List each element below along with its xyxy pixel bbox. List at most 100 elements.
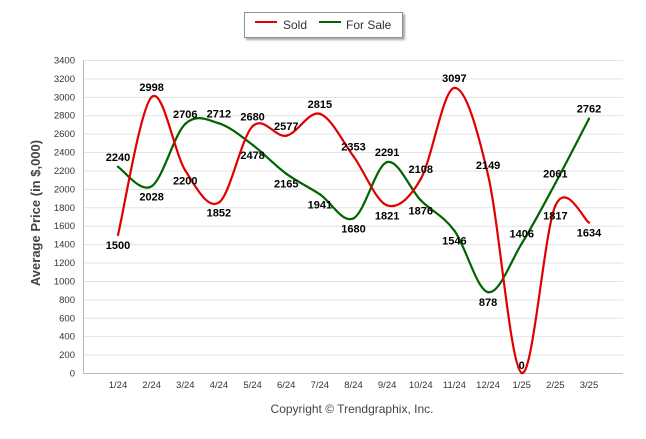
x-tick-label: 4/24	[210, 380, 229, 391]
data-point-for-sale	[116, 165, 120, 168]
y-tick-label: 0	[70, 369, 75, 380]
data-label-for-sale: 1876	[409, 205, 433, 217]
data-point-for-sale	[150, 185, 153, 188]
y-tick-label: 3000	[54, 92, 75, 103]
x-tick-label: 1/25	[512, 380, 531, 391]
data-label-sold: 2200	[173, 175, 197, 187]
y-axis-title: Average Price (in $,000)	[28, 140, 43, 286]
data-point-sold	[184, 169, 187, 172]
legend-swatch-for-sale	[319, 21, 341, 23]
data-label-for-sale: 1680	[341, 223, 365, 235]
legend-swatch-sold	[255, 21, 277, 23]
data-point-for-sale	[520, 242, 523, 245]
data-point-sold	[385, 204, 389, 207]
y-tick-label: 1800	[54, 203, 75, 214]
y-tick-label: 1200	[54, 258, 75, 269]
y-tick-label: 2800	[54, 111, 75, 122]
data-label-sold: 2108	[409, 164, 433, 176]
data-label-sold: 2353	[341, 141, 365, 153]
data-point-for-sale	[251, 143, 254, 147]
data-label-for-sale: 2291	[375, 147, 399, 159]
x-tick-label: 3/25	[580, 380, 599, 391]
grid	[83, 60, 623, 374]
data-point-for-sale	[285, 172, 288, 175]
data-label-for-sale: 1546	[442, 236, 466, 248]
x-tick-label: 5/24	[243, 380, 262, 391]
data-point-sold	[453, 86, 456, 90]
y-tick-label: 1000	[54, 276, 75, 287]
data-label-sold: 1634	[577, 228, 602, 240]
data-label-sold: 1500	[106, 240, 130, 252]
data-label-sold: 1817	[543, 211, 567, 223]
y-tick-label: 800	[59, 295, 75, 306]
y-tick-label: 2000	[54, 184, 75, 195]
series	[116, 86, 591, 375]
x-tick-label: 9/24	[378, 380, 397, 391]
data-point-sold	[587, 221, 591, 224]
data-point-for-sale	[184, 122, 187, 126]
data-point-sold	[318, 112, 322, 116]
data-point-for-sale	[587, 117, 591, 120]
data-point-for-sale	[352, 217, 355, 220]
data-point-sold	[554, 204, 557, 207]
data-label-for-sale: 2240	[106, 152, 130, 164]
legend-label-sold: Sold	[283, 18, 308, 32]
data-point-sold	[486, 173, 490, 177]
x-tick-label: 10/24	[409, 380, 433, 391]
data-point-for-sale	[318, 193, 322, 196]
y-tick-label: 2600	[54, 129, 75, 140]
y-tick-label: 1400	[54, 240, 75, 251]
x-tick-label: 6/24	[277, 380, 296, 391]
data-point-sold	[150, 95, 153, 99]
data-label-sold: 2815	[308, 99, 332, 111]
y-tick-label: 400	[59, 332, 75, 343]
y-tick-label: 200	[59, 350, 75, 361]
data-point-sold	[285, 134, 288, 137]
data-point-sold	[251, 125, 254, 128]
data-label-for-sale: 1406	[509, 229, 533, 241]
data-point-for-sale	[385, 160, 389, 164]
x-tick-label: 2/25	[546, 380, 565, 391]
data-label-sold: 0	[519, 360, 525, 372]
data-point-for-sale	[554, 182, 557, 185]
data-point-for-sale	[419, 199, 422, 202]
data-point-sold	[352, 155, 355, 158]
data-label-sold: 3097	[442, 73, 466, 85]
x-tick-label: 2/24	[142, 380, 161, 391]
data-point-for-sale	[453, 229, 456, 232]
data-label-for-sale: 2061	[543, 168, 567, 180]
data-label-for-sale: 2028	[139, 191, 163, 203]
y-tick-label: 3400	[54, 56, 75, 67]
data-point-for-sale	[486, 290, 490, 294]
x-tick-label: 1/24	[109, 380, 128, 391]
legend-label-for-sale: For Sale	[346, 18, 392, 32]
data-label-for-sale: 2762	[577, 104, 601, 116]
data-label-sold: 2577	[274, 121, 298, 133]
x-tick-label: 8/24	[344, 380, 363, 391]
data-label-sold: 1852	[207, 208, 231, 220]
x-tick-label: 11/24	[443, 380, 466, 391]
y-tick-label: 2200	[54, 166, 75, 177]
x-tick-label: 12/24	[476, 380, 500, 391]
y-tick-label: 2400	[54, 148, 75, 159]
data-label-for-sale: 2165	[274, 179, 298, 191]
data-label-for-sale: 878	[479, 297, 497, 309]
data-point-sold	[116, 233, 120, 237]
data-label-for-sale: 2706	[173, 109, 197, 121]
x-tick-label: 3/24	[176, 380, 195, 391]
y-tick-label: 600	[59, 313, 75, 324]
copyright-text: Copyright © Trendgraphix, Inc.	[271, 402, 434, 416]
data-point-sold	[217, 201, 221, 204]
data-label-for-sale: 1941	[308, 199, 332, 211]
data-label-for-sale: 2712	[207, 108, 231, 120]
data-label-sold: 2998	[139, 82, 163, 94]
y-tick-label: 3200	[54, 74, 75, 85]
data-point-sold	[419, 177, 422, 181]
legend: Sold For Sale	[244, 12, 403, 38]
y-tick-label: 1600	[54, 221, 75, 232]
data-point-sold	[520, 371, 523, 375]
data-point-for-sale	[217, 122, 221, 125]
data-label-for-sale: 2478	[240, 150, 264, 162]
